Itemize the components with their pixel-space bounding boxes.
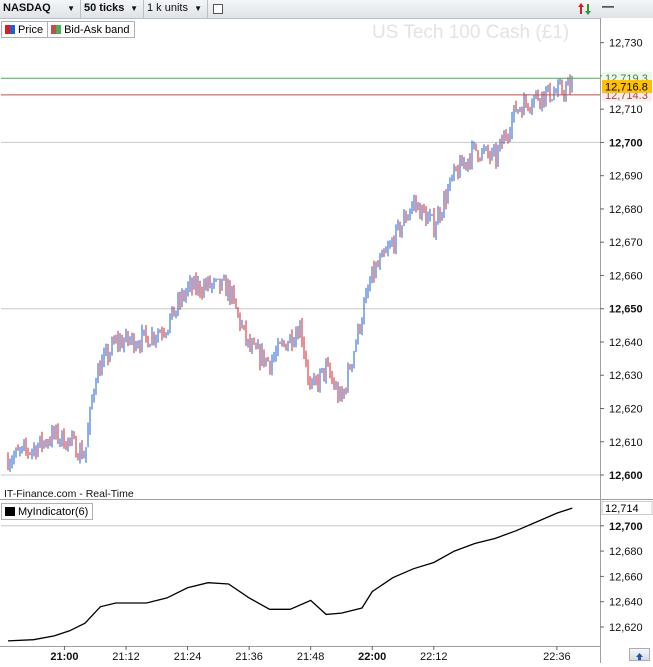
legend-bidask-label: Bid-Ask band (64, 23, 130, 36)
chevron-down-icon: ▼ (194, 4, 202, 13)
units-label: 1 k units (147, 2, 188, 14)
price-tick-label: 12,670 (609, 237, 643, 249)
indicator-tick-label: 12,620 (609, 622, 643, 634)
indicator-tick-label: 12,680 (609, 546, 643, 558)
price-axis-panel (600, 18, 653, 663)
indicator-last-flag: 12,714 (601, 501, 653, 515)
legend-price-label: Price (18, 23, 44, 36)
bidask-swatch (51, 25, 62, 34)
price-candles (7, 74, 573, 472)
price-tick-label: 12,600 (609, 470, 643, 482)
instrument-watermark: US Tech 100 Cash (£1) (372, 22, 570, 43)
time-tick-label: 21:48 (297, 651, 325, 663)
legend-bidask[interactable]: Bid-Ask band (47, 22, 133, 37)
time-tick-label: 21:00 (50, 651, 78, 663)
last-price-flag-label: 12,716.8 (605, 82, 648, 94)
indicator-tick-label: 12,660 (609, 571, 643, 583)
toolbar: NASDAQ ▼ 50 ticks ▼ 1 k units ▼ — (0, 0, 653, 19)
time-tick-label: 21:36 (235, 651, 263, 663)
swap-arrows-icon (578, 3, 591, 15)
minimize-icon: — (602, 0, 614, 13)
market-dropdown[interactable]: NASDAQ ▼ (0, 0, 81, 18)
price-tick-label: 12,710 (609, 104, 643, 116)
minimize-button[interactable]: — (598, 0, 616, 18)
price-tick-label: 12,690 (609, 171, 643, 183)
time-tick-label: 22:00 (358, 651, 386, 663)
indicator-line (7, 507, 573, 642)
market-label: NASDAQ (3, 2, 51, 14)
price-tick-label: 12,700 (609, 137, 643, 149)
scroll-to-end-button[interactable] (629, 648, 650, 661)
indicator-legend[interactable]: MyIndicator(6) (1, 503, 94, 520)
chevron-down-icon: ▼ (130, 4, 138, 13)
scroll-up-icon (636, 653, 643, 660)
data-source-label: IT-Finance.com - Real-Time (4, 488, 134, 500)
price-tick-label: 12,610 (609, 437, 643, 449)
legend-price[interactable]: Price (2, 22, 47, 37)
price-swatch (5, 25, 15, 34)
swap-button[interactable] (574, 0, 596, 18)
units-dropdown[interactable]: 1 k units ▼ (144, 0, 208, 18)
price-tick-label: 12,660 (609, 270, 643, 282)
price-tick-label: 12,680 (609, 204, 643, 216)
price-tick-label: 12,630 (609, 370, 643, 382)
ticks-label: 50 ticks (84, 2, 125, 14)
time-tick-label: 21:12 (112, 651, 140, 663)
indicator-tick-label: 12,700 (609, 521, 643, 533)
ticks-dropdown[interactable]: 50 ticks ▼ (81, 0, 144, 18)
indicator-legend-label: MyIndicator(6) (18, 505, 89, 518)
price-tick-label: 12,640 (609, 337, 643, 349)
time-tick-label: 22:12 (420, 651, 448, 663)
time-tick-label: 21:24 (174, 651, 202, 663)
restore-icon (213, 4, 223, 14)
price-tick-label: 12,620 (609, 404, 643, 416)
price-tick-label: 12,650 (609, 304, 643, 316)
last-price-flag: 12,716.8 (602, 80, 652, 94)
price-tick-label: 12,730 (609, 38, 643, 50)
indicator-tick-label: 12,640 (609, 597, 643, 609)
indicator-swatch (5, 507, 15, 516)
chart-legend: Price Bid-Ask band (1, 21, 135, 38)
time-tick-label: 22:36 (543, 651, 571, 663)
indicator-last-label: 12,714 (605, 503, 639, 515)
restore-button[interactable] (208, 0, 228, 18)
chevron-down-icon: ▼ (67, 4, 75, 13)
